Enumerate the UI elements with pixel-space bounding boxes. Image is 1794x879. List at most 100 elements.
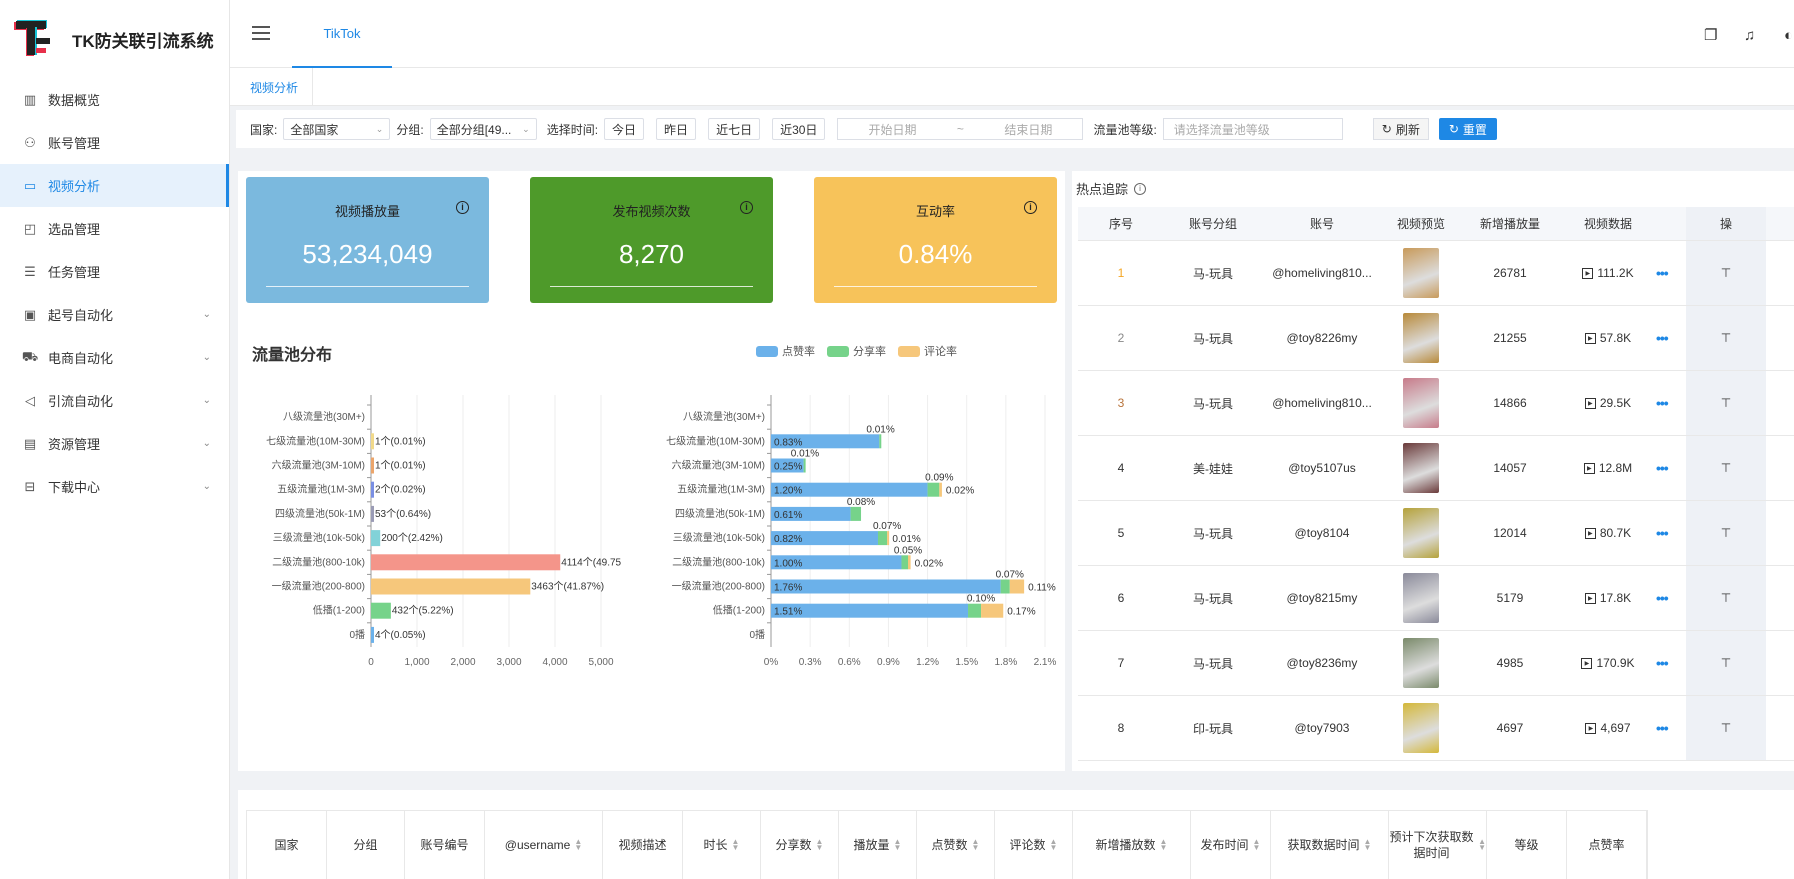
last30-button[interactable]: 近30日 [772,118,826,140]
info-icon[interactable]: i [1024,201,1037,214]
sidebar-item-label: 账号管理 [48,136,101,151]
column-header[interactable]: 评论数 ▲ ▼ [995,811,1073,879]
column-header[interactable]: 等级 [1487,811,1567,879]
legend-item[interactable]: 点赞率 [756,343,815,359]
tab-tiktok[interactable]: TikTok [292,0,392,68]
column-header[interactable]: 发布时间 ▲ ▼ [1191,811,1271,879]
today-button[interactable]: 今日 [604,118,645,140]
sort-icon[interactable]: ▲ ▼ [971,837,980,852]
column-header[interactable]: @username ▲ ▼ [485,811,603,879]
copy-icon[interactable]: ❐ [1704,27,1718,44]
sort-icon[interactable]: ▲ ▼ [815,837,824,852]
pin-icon[interactable]: ⊤ [1686,371,1766,435]
more-icon[interactable]: ••• [1656,265,1669,281]
column-header[interactable]: 预计下次获取数据时间 ▲ ▼ [1389,811,1487,879]
sort-icon[interactable]: ▲ ▼ [1049,837,1058,852]
row-account[interactable]: @toy8104 [1294,526,1350,540]
row-account[interactable]: @toy7903 [1294,721,1350,735]
pin-icon[interactable]: ⊤ [1686,696,1766,760]
sort-icon[interactable]: ▲ ▼ [1252,837,1261,852]
sort-icon[interactable]: ▲ ▼ [731,837,740,852]
yesterday-button[interactable]: 昨日 [656,118,697,140]
video-thumbnail[interactable] [1403,313,1439,363]
sidebar-item-label: 电商自动化 [48,351,114,366]
row-account[interactable]: @homeliving810... [1272,396,1372,410]
pin-icon[interactable]: ⊤ [1686,631,1766,695]
sidebar-item-5[interactable]: ▣ 起号自动化 ⌄ [0,293,229,336]
group-select[interactable]: 全部分组[49... ⌄ [429,118,537,140]
column-header[interactable]: 分享数 ▲ ▼ [761,811,839,879]
end-date-input[interactable]: 结束日期 [1004,122,1053,137]
column-header[interactable]: 点赞数 ▲ ▼ [917,811,995,879]
more-icon[interactable]: ••• [1656,720,1669,736]
bar-segment [968,603,982,618]
legend-item[interactable]: 分享率 [827,343,886,359]
video-thumbnail[interactable] [1403,573,1439,623]
row-account[interactable]: @toy5107us [1288,461,1356,475]
menu-toggle-icon[interactable] [252,26,270,40]
legend-item[interactable]: 评论率 [898,343,957,359]
more-icon[interactable]: ••• [1656,395,1669,411]
sidebar-item-4[interactable]: ☰ 任务管理 [0,250,229,293]
sort-icon[interactable]: ▲ ▼ [574,837,583,852]
video-thumbnail[interactable] [1403,443,1439,493]
sort-icon[interactable]: ▲ ▼ [1478,837,1486,852]
sidebar-item-2[interactable]: ▭ 视频分析 [0,164,229,207]
refresh-button[interactable]: ↻ 刷新 [1372,118,1429,140]
start-date-input[interactable]: 开始日期 [868,122,917,137]
more-icon[interactable]: ••• [1656,330,1669,346]
last7-button[interactable]: 近七日 [708,118,761,140]
video-thumbnail[interactable] [1403,378,1439,428]
reset-button[interactable]: ↻ 重置 [1438,118,1497,140]
video-thumbnail[interactable] [1403,703,1439,753]
column-header[interactable]: 分组 [327,811,405,879]
bar-segment [771,458,804,473]
column-header[interactable]: 获取数据时间 ▲ ▼ [1271,811,1389,879]
column-header[interactable]: 时长 ▲ ▼ [683,811,761,879]
bell-icon[interactable]: ♫ [1744,27,1756,44]
column-header[interactable]: 点赞率 [1567,811,1647,879]
sidebar-item-6[interactable]: ⛟ 电商自动化 ⌄ [0,336,229,379]
pin-icon[interactable]: ⊤ [1686,566,1766,630]
user-group-icon: ⚇ [24,134,36,150]
video-thumbnail[interactable] [1403,508,1439,558]
date-range-picker[interactable]: 开始日期 ~ 结束日期 [837,118,1084,140]
sort-icon[interactable]: ▲ ▼ [893,837,902,852]
pin-icon[interactable]: ⊤ [1686,306,1766,370]
data-label: 4个(0.05%) [375,629,426,641]
more-icon[interactable]: ••• [1656,460,1669,476]
sidebar-item-1[interactable]: ⚇ 账号管理 [0,121,229,164]
avatar[interactable]: ◐ [1784,28,1794,44]
sidebar-item-0[interactable]: ▥ 数据概览 [0,78,229,121]
more-icon[interactable]: ••• [1656,655,1669,671]
sidebar-item-3[interactable]: ◰ 选品管理 [0,207,229,250]
column-header[interactable]: 新增播放数 ▲ ▼ [1073,811,1191,879]
pin-icon[interactable]: ⊤ [1686,436,1766,500]
video-thumbnail[interactable] [1403,638,1439,688]
row-account[interactable]: @homeliving810... [1272,266,1372,280]
pin-icon[interactable]: ⊤ [1686,501,1766,565]
sidebar-item-8[interactable]: ▤ 资源管理 ⌄ [0,422,229,465]
column-header[interactable]: 账号编号 [405,811,485,879]
row-account[interactable]: @toy8236my [1286,656,1358,670]
video-thumbnail[interactable] [1403,248,1439,298]
sidebar-item-9[interactable]: ⊟ 下载中心 ⌄ [0,465,229,508]
sort-icon[interactable]: ▲ ▼ [1363,837,1372,852]
info-icon[interactable]: i [1134,182,1147,195]
info-icon[interactable]: i [740,201,753,214]
pin-icon[interactable]: ⊤ [1686,241,1766,305]
sort-icon[interactable]: ▲ ▼ [1159,837,1168,852]
row-account[interactable]: @toy8215my [1286,591,1358,605]
column-header[interactable]: 视频描述 [603,811,683,879]
pool-select[interactable]: 请选择流量池等级 [1162,118,1343,140]
more-icon[interactable]: ••• [1656,590,1669,606]
column-header[interactable]: 国家 [247,811,327,879]
country-select[interactable]: 全部国家 ⌄ [283,118,391,140]
row-new-views: 4697 [1496,721,1524,735]
tab-video-analysis[interactable]: 视频分析 [236,68,314,106]
row-account[interactable]: @toy8226my [1286,331,1358,345]
sidebar-item-7[interactable]: ◁ 引流自动化 ⌄ [0,379,229,422]
column-header[interactable]: 播放量 ▲ ▼ [839,811,917,879]
info-icon[interactable]: i [456,201,469,214]
more-icon[interactable]: ••• [1656,525,1669,541]
